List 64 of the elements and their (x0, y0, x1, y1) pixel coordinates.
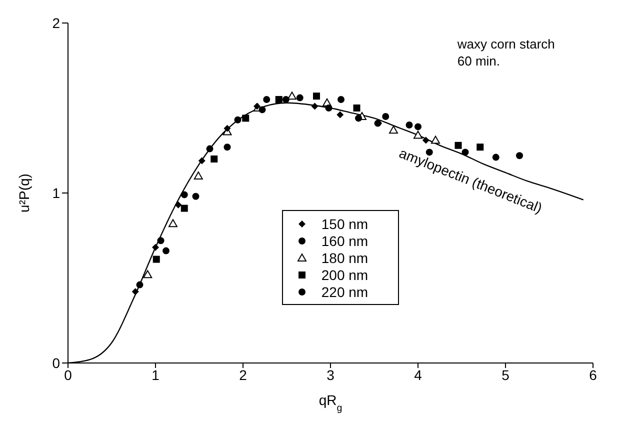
point (516, 152, 523, 160)
point (224, 124, 231, 132)
x-tick-label: 3 (326, 366, 335, 383)
point (414, 130, 422, 139)
point (296, 94, 304, 102)
point (206, 145, 214, 152)
point (476, 144, 484, 151)
point (180, 204, 188, 212)
point (454, 142, 462, 149)
legend-label: 200 nm (321, 266, 368, 282)
point (136, 281, 144, 288)
annotation: waxy corn starch (456, 36, 555, 52)
legend-label: 220 nm (321, 284, 368, 300)
point (353, 104, 360, 112)
point (162, 247, 170, 254)
point (275, 96, 282, 103)
point (157, 237, 164, 244)
x-tick-label: 6 (589, 366, 598, 383)
point (198, 157, 206, 164)
point (258, 106, 266, 114)
point (143, 270, 152, 278)
point (224, 144, 231, 151)
x-tick-label: 5 (502, 366, 510, 383)
point (389, 126, 398, 134)
point (168, 219, 178, 228)
point (132, 288, 139, 296)
point (180, 191, 188, 198)
point (192, 192, 200, 200)
x-tick-label: 4 (414, 366, 422, 383)
legend-label: 150 nm (321, 216, 368, 232)
point (313, 92, 320, 100)
point (263, 96, 270, 103)
point (414, 123, 422, 130)
point (382, 113, 390, 120)
annotation: 60 min. (457, 54, 500, 68)
point (152, 256, 160, 263)
point (311, 102, 318, 110)
point (431, 136, 440, 144)
point (152, 244, 159, 251)
point (174, 201, 182, 208)
y-tick-label: 2 (52, 14, 60, 31)
point (338, 96, 344, 103)
x-axis-title: qR$_{g}$ (318, 392, 342, 414)
legend-label: 180 nm (321, 250, 368, 266)
point (254, 102, 260, 110)
point (194, 172, 203, 180)
x-tick-label: 0 (64, 366, 72, 383)
x-tick-label: 1 (152, 366, 160, 383)
point (282, 96, 290, 103)
point (242, 114, 250, 122)
point (492, 154, 500, 161)
y-tick-label: 1 (52, 184, 60, 201)
point (234, 116, 242, 124)
point (288, 92, 296, 100)
point (406, 122, 413, 128)
y-axis-title: u²P(q) (16, 174, 32, 212)
point (422, 136, 430, 144)
point (355, 114, 362, 122)
point (210, 156, 218, 162)
x-tick-label: 2 (239, 366, 248, 383)
point (336, 111, 344, 118)
point (325, 104, 332, 112)
legend-label: 160 nm (321, 232, 368, 248)
y-tick-label: 0 (52, 354, 60, 371)
